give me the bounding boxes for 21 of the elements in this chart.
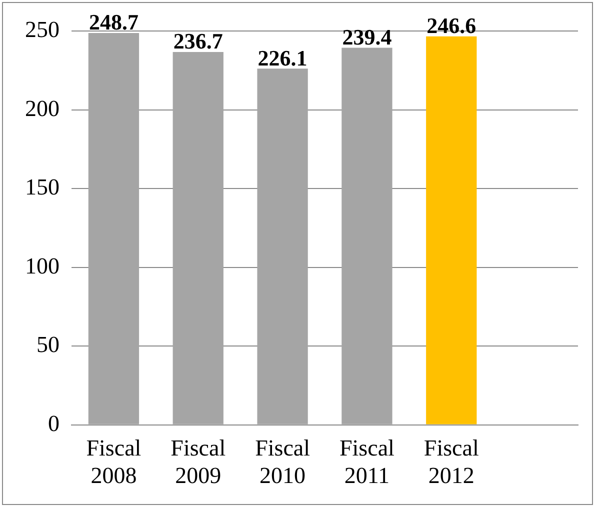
data-label: 248.7: [88, 10, 138, 35]
x-tick-label: Fiscal 2012: [424, 436, 479, 488]
y-tick-label: 150: [25, 174, 60, 200]
bar: [342, 48, 392, 424]
bar: [426, 36, 477, 424]
x-tick-label: Fiscal 2009: [170, 436, 226, 488]
data-label: 236.7: [173, 28, 223, 54]
y-tick-label: 250: [25, 17, 60, 42]
bar: [88, 33, 140, 424]
x-tick-label: Fiscal 2011: [339, 436, 394, 488]
data-label: 239.4: [342, 24, 392, 50]
bar: [172, 52, 224, 424]
y-tick-label: 200: [25, 96, 60, 121]
bar: [257, 68, 308, 424]
data-label: 226.1: [258, 45, 308, 70]
y-tick-label: 50: [36, 332, 60, 358]
data-label: 246.6: [426, 13, 476, 38]
y-tick-label: 100: [25, 253, 60, 278]
x-tick-label: Fiscal 2008: [86, 436, 142, 488]
x-tick-label: Fiscal 2010: [255, 436, 310, 488]
y-tick-label: 0: [48, 410, 60, 436]
